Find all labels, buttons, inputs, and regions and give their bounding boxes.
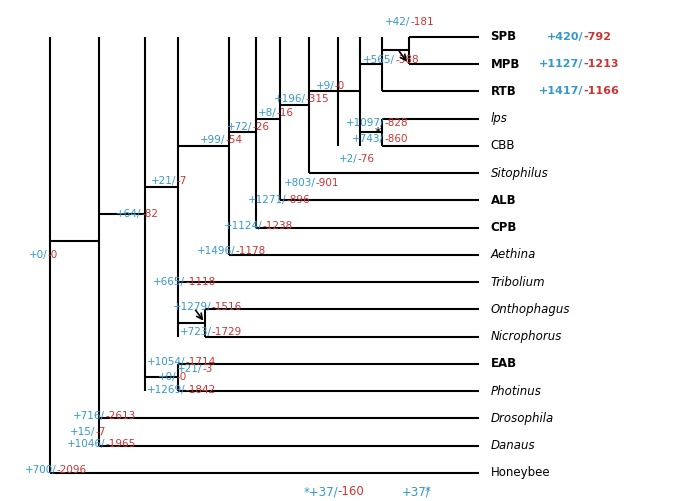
Text: +196/: +196/ — [273, 95, 305, 105]
Text: -1965: -1965 — [105, 439, 135, 449]
Text: CBB: CBB — [490, 139, 515, 152]
Text: -315: -315 — [305, 95, 329, 105]
Text: Aethina: Aethina — [490, 248, 536, 262]
Text: Danaus: Danaus — [490, 439, 535, 452]
Text: -160: -160 — [338, 485, 364, 498]
Text: -1842: -1842 — [185, 385, 216, 395]
Text: +1046/: +1046/ — [67, 439, 105, 449]
Text: +72/: +72/ — [227, 122, 252, 132]
Text: -0: -0 — [335, 81, 345, 91]
Text: +0/: +0/ — [29, 250, 48, 260]
Text: -1516: -1516 — [211, 302, 242, 312]
Text: +15/: +15/ — [70, 427, 95, 437]
Text: Drosophila: Drosophila — [490, 412, 554, 425]
Text: +9/: +9/ — [316, 81, 335, 91]
Text: -1213: -1213 — [583, 59, 619, 69]
Text: Photinus: Photinus — [490, 385, 541, 398]
Text: -7: -7 — [95, 427, 105, 437]
Text: EAB: EAB — [490, 357, 517, 370]
Text: -901: -901 — [316, 178, 339, 187]
Text: +1279/: +1279/ — [173, 302, 211, 312]
Text: -1729: -1729 — [211, 328, 242, 338]
Text: -2613: -2613 — [105, 411, 135, 421]
Text: +565/: +565/ — [363, 55, 395, 65]
Text: -1178: -1178 — [236, 245, 267, 256]
Text: *: * — [425, 485, 430, 498]
Text: -54: -54 — [226, 135, 243, 145]
Text: lps: lps — [490, 112, 507, 125]
Text: +1127/: +1127/ — [539, 59, 583, 69]
Text: +37/: +37/ — [402, 485, 430, 498]
Text: Nicrophorus: Nicrophorus — [490, 330, 562, 343]
Text: Onthophagus: Onthophagus — [490, 303, 570, 316]
Text: CPB: CPB — [490, 221, 517, 234]
Text: Tribolium: Tribolium — [490, 276, 545, 289]
Text: -26: -26 — [252, 122, 269, 132]
Text: +0/: +0/ — [158, 372, 176, 382]
Text: -7: -7 — [176, 176, 186, 186]
Text: +64/: +64/ — [116, 209, 141, 219]
Text: +2/: +2/ — [339, 154, 358, 164]
Text: +1269/: +1269/ — [146, 385, 185, 395]
Text: -3: -3 — [203, 364, 213, 374]
Text: Honeybee: Honeybee — [490, 466, 550, 479]
Text: SPB: SPB — [490, 31, 517, 43]
Text: -792: -792 — [583, 32, 611, 42]
Text: -82: -82 — [141, 209, 158, 219]
Text: +99/: +99/ — [201, 135, 226, 145]
Text: +1496/: +1496/ — [197, 245, 236, 256]
Text: -896: -896 — [287, 195, 311, 205]
Text: -1714: -1714 — [185, 357, 216, 367]
Text: +716/: +716/ — [73, 411, 105, 421]
Text: +665/: +665/ — [153, 277, 185, 287]
Text: +21/: +21/ — [151, 176, 176, 186]
Text: +723/: +723/ — [180, 328, 211, 338]
Text: -1166: -1166 — [583, 86, 619, 96]
Text: -0: -0 — [48, 250, 58, 260]
Text: ALB: ALB — [490, 194, 516, 207]
Text: -2096: -2096 — [56, 465, 87, 475]
Text: -16: -16 — [277, 108, 294, 118]
Text: +803/: +803/ — [284, 178, 316, 187]
Text: -76: -76 — [358, 154, 375, 164]
Text: MPB: MPB — [490, 58, 520, 71]
Text: *+37/: *+37/ — [303, 485, 338, 498]
Text: -828: -828 — [384, 118, 408, 128]
Text: -860: -860 — [384, 134, 408, 144]
Text: -0: -0 — [176, 372, 186, 382]
Text: +743/: +743/ — [352, 134, 384, 144]
Text: +1124/: +1124/ — [224, 221, 262, 231]
Text: +1054/: +1054/ — [147, 357, 185, 367]
Text: -1118: -1118 — [185, 277, 216, 287]
Text: +1097/: +1097/ — [345, 118, 384, 128]
Text: -388: -388 — [395, 55, 419, 65]
Text: Sitophilus: Sitophilus — [490, 166, 548, 179]
Text: +1271/: +1271/ — [248, 195, 287, 205]
Text: +42/: +42/ — [386, 17, 411, 27]
Text: +21/: +21/ — [177, 364, 203, 374]
Text: *: * — [375, 126, 381, 139]
Text: +700/: +700/ — [25, 465, 56, 475]
Text: +1417/: +1417/ — [539, 86, 583, 96]
Text: -181: -181 — [411, 17, 435, 27]
Text: -1238: -1238 — [262, 221, 293, 231]
Text: +8/: +8/ — [258, 108, 277, 118]
Text: +420/: +420/ — [547, 32, 583, 42]
Text: RTB: RTB — [490, 85, 516, 98]
